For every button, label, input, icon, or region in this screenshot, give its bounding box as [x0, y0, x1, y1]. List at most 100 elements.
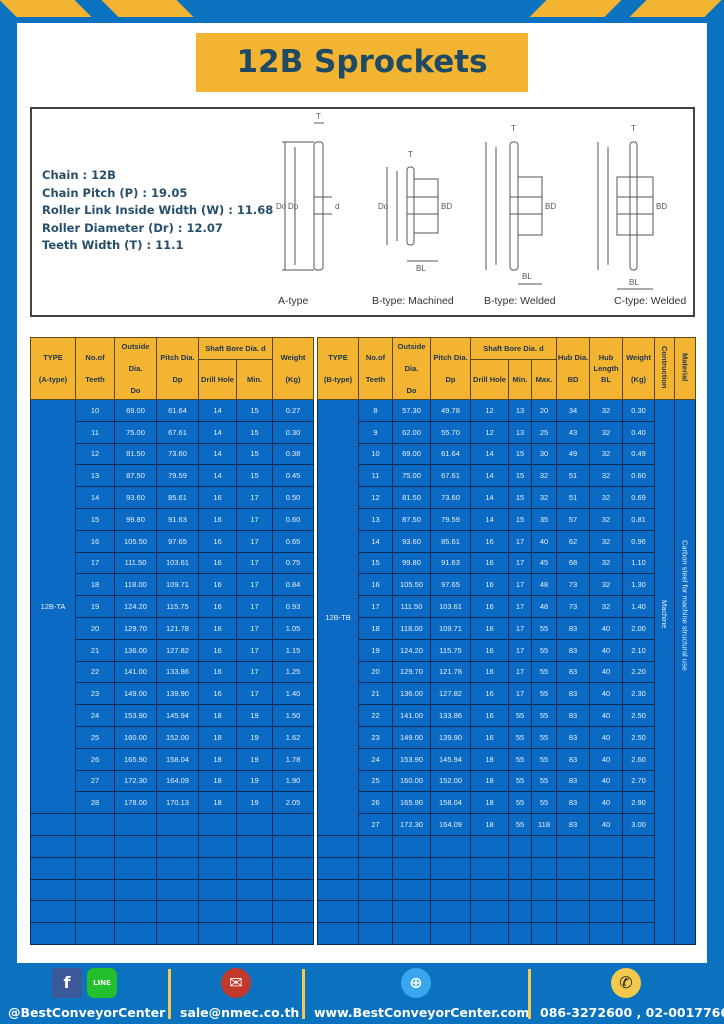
table-cell: 55	[530, 638, 558, 662]
table-cell: 19	[358, 638, 393, 662]
label-dp: Dp	[288, 202, 299, 211]
table-cell: 55.70	[430, 420, 471, 444]
table-cell: 158.04	[430, 791, 471, 815]
table-cell: 17	[508, 551, 532, 575]
label-t: T	[511, 124, 516, 133]
table-cell: 1.50	[272, 704, 314, 727]
empty-cell	[75, 813, 115, 836]
table-cell: 153.90	[392, 747, 431, 771]
table-cell: 69.00	[114, 399, 157, 422]
table-cell: 103.61	[156, 551, 199, 575]
table-a-type: TYPE (A-type) No.of Teeth Outside Dia. Do Pi…	[30, 337, 314, 945]
table-row: 22 141.00 133.86 16 17 1.25	[31, 660, 314, 684]
table-row: 24 153.90 145.94 18 55 55 83 40 2.60	[318, 747, 696, 771]
table-row: 13 87.50 79.59 14 15 35 57 32 0.81	[318, 507, 696, 531]
empty-cell	[622, 922, 656, 945]
table-cell: 32	[589, 573, 624, 597]
table-cell: 32	[589, 529, 624, 553]
table-cell: 0.93	[272, 595, 314, 618]
line-icon[interactable]: LINE	[87, 968, 117, 998]
empty-row	[317, 878, 696, 902]
empty-cell	[198, 900, 237, 924]
table-cell: 111.50	[392, 595, 431, 618]
table-row: 9 62.00 55.70 12 13 25 43 32 0.40	[318, 420, 696, 444]
table-cell: 55	[530, 682, 558, 706]
table-cell: 48	[530, 573, 558, 597]
table-cell: 3.00	[622, 813, 656, 836]
table-cell: 32	[589, 486, 624, 509]
table-cell: 16	[198, 551, 237, 575]
empty-cell	[358, 834, 393, 858]
website-link[interactable]: www.BestConveyorCenter.com	[314, 1005, 530, 1020]
table-cell: 62.00	[392, 420, 431, 444]
header-teeth: No.of Teeth	[75, 337, 115, 400]
table-row: 15 99.80 91.63 16 17 45 68 32 1.10	[318, 551, 696, 575]
table-cell: 136.00	[114, 638, 157, 662]
table-cell: 45	[530, 551, 558, 575]
table-cell: 15	[236, 442, 273, 466]
email-icon: ✉	[221, 968, 251, 998]
table-cell: 129.70	[114, 616, 157, 640]
empty-cell	[272, 878, 314, 902]
table-row: 20 129.70 121.78 16 17 1.05	[31, 616, 314, 640]
table-cell: 43	[556, 420, 591, 444]
table-cell: 40	[589, 616, 624, 640]
social-handle[interactable]: @BestConveyorCenter	[8, 1005, 166, 1020]
header-outside-dia: Outside Dia. Do	[114, 337, 157, 400]
empty-cell	[114, 856, 157, 880]
table-cell: 164.09	[430, 813, 471, 836]
label-bl: BL	[522, 272, 532, 281]
table-cell: 127.82	[430, 682, 471, 706]
table-cell: 2.00	[622, 616, 656, 640]
table-cell: 0.81	[622, 507, 656, 531]
header-construction: Contruction	[654, 337, 676, 400]
table-cell: 15	[508, 507, 532, 531]
table-cell: 87.50	[392, 507, 431, 531]
table-cell: 13	[75, 464, 115, 488]
empty-cell	[622, 900, 656, 924]
table-row: 11 75.00 67.61 14 15 0.30	[31, 420, 314, 444]
type-cell: 12B-TB	[317, 399, 359, 836]
table-row: 16 105.50 97.65 16 17 48 73 32 1.30	[318, 573, 696, 597]
table-cell: 115.75	[430, 638, 471, 662]
table-cell: 19	[75, 595, 115, 618]
table-cell: 17	[508, 573, 532, 597]
table-cell: 0.96	[622, 529, 656, 553]
header-pitch-dia: Pitch Dia. Dp	[430, 337, 471, 400]
table-cell: 62	[556, 529, 591, 553]
empty-cell	[589, 900, 624, 924]
table-cell: 40	[589, 813, 624, 836]
table-cell: 16	[198, 616, 237, 640]
empty-cell	[530, 878, 558, 902]
table-row: 12B-TA 10 69.00 61.64 14 15 0.27	[30, 398, 314, 815]
empty-cell	[530, 922, 558, 945]
table-cell: 13	[508, 420, 532, 444]
empty-cell	[392, 900, 431, 924]
table-cell: 111.50	[114, 551, 157, 575]
empty-cell	[30, 878, 76, 902]
empty-cell	[508, 878, 532, 902]
phone-numbers[interactable]: 086-3272600 , 02-0017766	[540, 1005, 724, 1020]
empty-cell	[75, 922, 115, 945]
email-link[interactable]: sale@nmec.co.th	[180, 1005, 300, 1020]
construction-value: Machine	[660, 600, 670, 629]
label-bl: BL	[629, 278, 639, 287]
empty-cell	[317, 878, 359, 902]
empty-cell	[272, 900, 314, 924]
table-cell: 18	[75, 573, 115, 597]
label-bd: BD	[441, 202, 452, 211]
table-cell: 18	[198, 791, 237, 815]
table-cell: 178.00	[114, 791, 157, 815]
table-row: 27 172.30 164.09 18 19 1.90	[31, 769, 314, 793]
table-cell: 1.62	[272, 725, 314, 749]
empty-cell	[75, 856, 115, 880]
facebook-icon[interactable]: f	[52, 968, 82, 998]
table-cell: 103.61	[430, 595, 471, 618]
table-cell: 28	[75, 791, 115, 815]
table-row: 26 165.90 158.04 18 55 55 83 40 2.90	[318, 791, 696, 815]
label-d: d	[335, 202, 339, 211]
table-cell: 0.60	[272, 507, 314, 531]
divider	[302, 969, 305, 1019]
table-cell: 11	[75, 420, 115, 444]
table-cell: 10	[75, 399, 115, 422]
